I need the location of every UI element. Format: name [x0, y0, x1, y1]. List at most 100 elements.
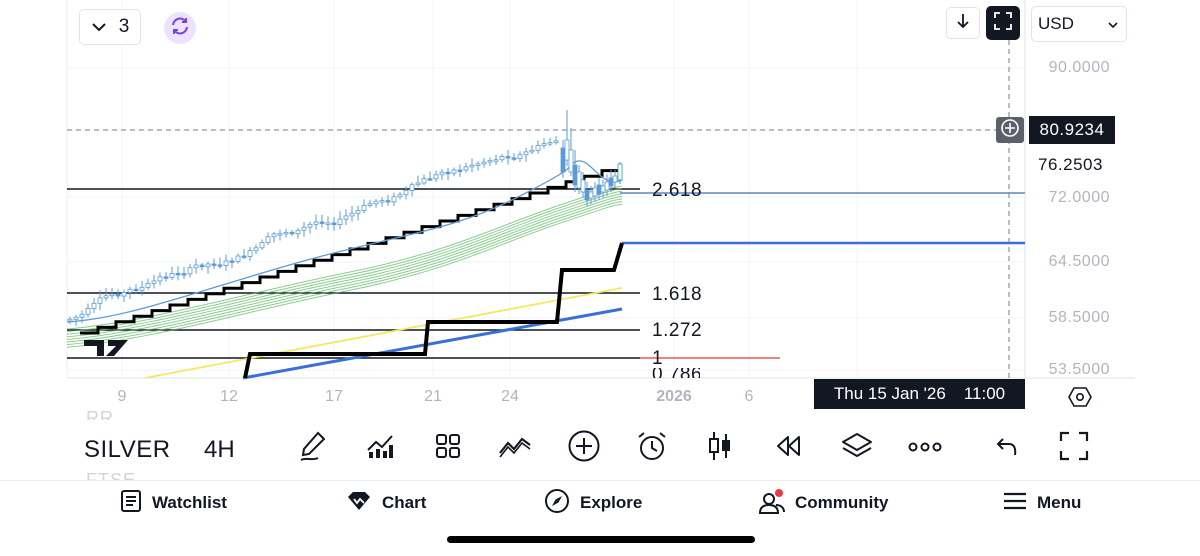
add-alert-button[interactable] [996, 117, 1024, 143]
candle-body [469, 164, 475, 168]
candle-body [576, 171, 582, 189]
candle-body [391, 196, 397, 203]
currency-select[interactable]: USD [1031, 6, 1127, 42]
candle-body [481, 161, 487, 165]
ghost-symbol-bottom: FTSE [86, 470, 137, 480]
chart-area[interactable]: 90.0000 72.0000 64.5000 58.5000 53.5000 … [0, 0, 1200, 418]
candle-body [529, 149, 535, 153]
fullscreen-chart-button[interactable] [986, 6, 1020, 40]
candle-body [97, 297, 103, 304]
fib-level-label: 1 [652, 348, 664, 369]
tradingview-logo-icon [84, 340, 128, 356]
candle-body [319, 221, 325, 224]
candle-body [523, 151, 529, 156]
nav-community[interactable]: Community [758, 489, 889, 515]
drawing-tool-button[interactable] [294, 429, 332, 467]
candle-body [584, 189, 590, 201]
layers-button[interactable] [838, 429, 876, 467]
candle-body [445, 171, 451, 175]
price-axis-label: 72.0000 [1048, 189, 1110, 206]
candle-body [229, 260, 235, 263]
trend-line-yellow [144, 287, 623, 379]
candle-body [541, 143, 547, 146]
candle-body [385, 200, 391, 203]
date-tick: 12 [220, 388, 238, 405]
price-axis-label: 90.0000 [1048, 59, 1110, 76]
candle-body [592, 187, 598, 197]
chevron-down-icon [1108, 14, 1118, 34]
candle-body [223, 260, 229, 266]
nav-watchlist[interactable]: Watchlist [120, 489, 227, 518]
candle-body [331, 222, 337, 226]
ema-line [66, 160, 623, 323]
candle-body [211, 263, 217, 266]
crosshair-date: Thu 15 Jan '26 [833, 384, 946, 403]
arrow-down-icon [956, 13, 970, 34]
fib-level-label: 0.786 [652, 368, 700, 378]
candle-body [133, 288, 139, 292]
candle-body [151, 280, 157, 284]
candle-body [127, 288, 133, 293]
candle-body [277, 233, 283, 236]
moving-average-band [66, 195, 623, 340]
candle-body [463, 166, 469, 171]
candle-body [307, 223, 313, 228]
replay-button[interactable] [769, 429, 807, 467]
chart-settings-button[interactable] [1068, 386, 1092, 413]
price-axis-label: 53.5000 [1048, 361, 1110, 378]
chevron-down-icon [91, 16, 107, 38]
sync-button[interactable] [164, 12, 196, 44]
candle-body [588, 191, 594, 199]
more-button[interactable] [906, 429, 944, 467]
indicators-button[interactable] [361, 429, 399, 467]
compare-button[interactable] [496, 429, 534, 467]
candle-body [301, 226, 307, 231]
nav-explore[interactable]: Explore [544, 488, 642, 515]
candle-body [604, 181, 610, 191]
candles-icon [707, 430, 733, 467]
candle-body [259, 241, 265, 249]
date-tick: 21 [424, 388, 442, 405]
download-button[interactable] [946, 7, 980, 39]
alert-button[interactable] [633, 429, 671, 467]
chart-canvas[interactable] [0, 0, 1200, 418]
price-axis-label: 58.5000 [1048, 309, 1110, 326]
candle-body [325, 222, 331, 225]
layers-icon [840, 431, 874, 466]
nav-menu-label: Menu [1037, 493, 1082, 512]
fullscreen-icon [994, 11, 1012, 35]
candle-body [415, 182, 421, 186]
undo-button[interactable] [988, 429, 1026, 467]
candle-body [547, 142, 553, 145]
interval-selector-value: 3 [118, 16, 130, 37]
moving-average-band [66, 193, 623, 338]
candle-body [313, 221, 319, 225]
diamond-chart-icon [346, 490, 372, 517]
date-tick: 6 [744, 388, 754, 405]
candle-body [600, 185, 606, 193]
candle-body [295, 229, 301, 235]
candle-body [175, 272, 181, 276]
symbol-name[interactable]: SILVER [84, 436, 171, 463]
interval-selector[interactable]: 3 [79, 9, 141, 45]
candle-body [493, 159, 499, 162]
candle-body [409, 184, 415, 191]
symbol-interval[interactable]: 4H [204, 436, 235, 463]
moving-average-band [66, 201, 623, 346]
layout-grid-button[interactable] [429, 429, 467, 467]
candle-body [361, 204, 367, 211]
chart-drawings [66, 40, 1025, 380]
moving-average-band [66, 188, 623, 333]
date-tick: 9 [117, 388, 127, 405]
plus-circle-icon [1000, 118, 1020, 143]
nav-menu[interactable]: Menu [1003, 491, 1081, 515]
fib-level-label: 1.618 [652, 284, 703, 305]
add-button[interactable] [565, 429, 603, 467]
candles [67, 110, 623, 326]
candle-body [608, 177, 614, 187]
chart-type-button[interactable] [701, 429, 739, 467]
list-icon [120, 489, 142, 518]
fullscreen-button[interactable] [1055, 429, 1093, 467]
candle-body [355, 210, 361, 214]
nav-chart[interactable]: Chart [346, 491, 426, 515]
